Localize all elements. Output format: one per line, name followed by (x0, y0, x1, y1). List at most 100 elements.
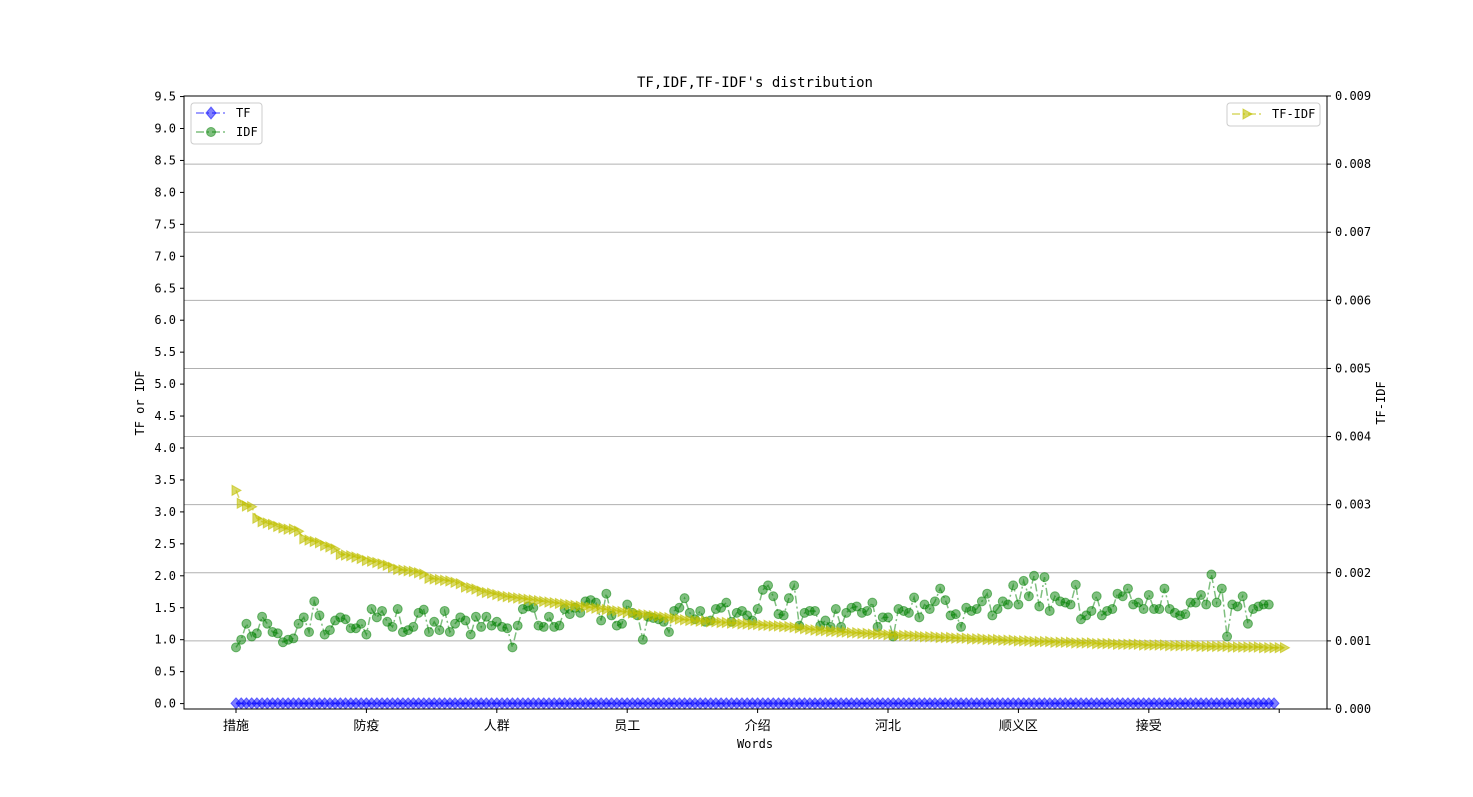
left-y-tick-label: 4.0 (154, 441, 176, 455)
point-idf (617, 619, 626, 628)
point-idf (664, 628, 673, 637)
point-idf (315, 611, 324, 620)
point-idf (305, 628, 314, 637)
chart-title: TF,IDF,TF-IDF's distribution (637, 75, 873, 91)
point-idf (544, 612, 553, 621)
legend-tf-label: TF (236, 106, 250, 120)
point-idf (1207, 570, 1216, 579)
point-idf (1030, 571, 1039, 580)
point-idf (1035, 602, 1044, 611)
point-idf (503, 624, 512, 633)
point-idf (440, 606, 449, 615)
point-idf (1139, 605, 1148, 614)
point-idf (555, 621, 564, 630)
left-y-tick-label: 2.5 (154, 537, 176, 551)
point-idf (597, 616, 606, 625)
left-y-tick-label: 6.5 (154, 281, 176, 295)
point-idf (1087, 606, 1096, 615)
point-idf (810, 606, 819, 615)
point-idf (784, 594, 793, 603)
legend-idf-marker (207, 128, 216, 137)
x-tick-label: 河北 (875, 719, 901, 734)
point-idf (1066, 600, 1075, 609)
point-idf (930, 597, 939, 606)
point-idf (1045, 606, 1054, 615)
right-y-tick-label: 0.008 (1335, 157, 1371, 171)
point-idf (957, 622, 966, 631)
legend-right: TF-IDF (1227, 103, 1320, 126)
right-y-tick-label: 0.000 (1335, 702, 1371, 716)
left-y-tick-label: 0.5 (154, 665, 176, 679)
point-idf (790, 581, 799, 590)
point-idf (602, 589, 611, 598)
point-idf (831, 605, 840, 614)
left-y-tick-label: 8.5 (154, 153, 176, 167)
x-tick-label: 人群 (484, 719, 510, 734)
legend-idf-label: IDF (236, 125, 258, 139)
point-idf (638, 635, 647, 644)
point-idf (325, 626, 334, 635)
point-idf (1144, 590, 1153, 599)
point-idf (1160, 584, 1169, 593)
point-idf (722, 598, 731, 607)
point-idf (1092, 592, 1101, 601)
right-y-axis-label: TF-IDF (1374, 381, 1388, 424)
x-tick-label: 接受 (1136, 718, 1162, 734)
right-y-tick-label: 0.003 (1335, 498, 1371, 512)
point-idf (388, 622, 397, 631)
point-idf (1155, 605, 1164, 614)
point-idf (1003, 600, 1012, 609)
x-tick-label: 介绍 (745, 719, 771, 734)
point-idf (378, 606, 387, 615)
point-idf (252, 629, 261, 638)
point-idf (1024, 592, 1033, 601)
point-idf (1014, 600, 1023, 609)
point-idf (753, 605, 762, 614)
point-idf (424, 628, 433, 637)
point-idf (764, 581, 773, 590)
point-idf (1264, 600, 1273, 609)
right-y-tick-label: 0.006 (1335, 293, 1371, 307)
point-idf (466, 630, 475, 639)
left-y-tick-label: 5.5 (154, 345, 176, 359)
point-idf (461, 616, 470, 625)
point-idf (769, 592, 778, 601)
point-idf (1196, 590, 1205, 599)
point-tf-idf (232, 485, 241, 495)
point-idf (1071, 580, 1080, 589)
point-idf (696, 606, 705, 615)
point-idf (310, 597, 319, 606)
x-tick-label: 措施 (223, 719, 249, 734)
point-idf (237, 635, 246, 644)
point-idf (675, 603, 684, 612)
point-idf (936, 584, 945, 593)
point-idf (477, 622, 486, 631)
point-idf (242, 619, 251, 628)
point-idf (1212, 598, 1221, 607)
point-idf (367, 605, 376, 614)
point-idf (904, 608, 913, 617)
left-y-axis-label: TF or IDF (133, 370, 147, 435)
point-idf (341, 615, 350, 624)
point-idf (951, 610, 960, 619)
right-y-tick-label: 0.009 (1335, 89, 1371, 103)
point-tf-idf (1280, 643, 1289, 653)
point-idf (482, 612, 491, 621)
point-idf (1019, 576, 1028, 585)
point-idf (513, 621, 522, 630)
point-idf (1243, 619, 1252, 628)
left-y-tick-label: 3.5 (154, 473, 176, 487)
point-idf (539, 622, 548, 631)
point-idf (915, 613, 924, 622)
left-y-tick-label: 0.0 (154, 697, 176, 711)
left-y-tick-label: 4.5 (154, 409, 176, 423)
left-y-tick-label: 9.5 (154, 90, 176, 104)
point-idf (1238, 592, 1247, 601)
left-y-tick-label: 2.0 (154, 569, 176, 583)
point-idf (419, 605, 428, 614)
point-idf (1217, 584, 1226, 593)
series-layer (231, 485, 1289, 708)
x-tick-label: 员工 (614, 719, 640, 734)
point-idf (884, 613, 893, 622)
